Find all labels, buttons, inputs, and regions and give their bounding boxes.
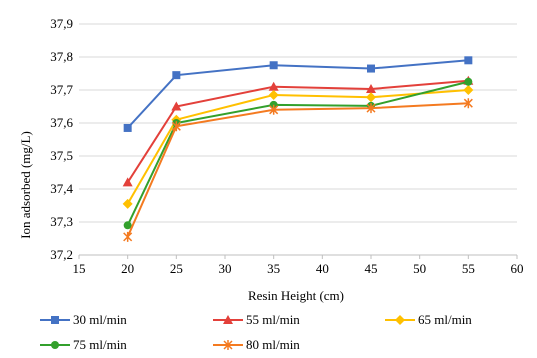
data-point: [366, 84, 376, 94]
series-0: [123, 56, 473, 132]
data-point: [122, 198, 133, 209]
legend-item: 30 ml/min: [40, 312, 127, 327]
data-point: [268, 81, 279, 91]
legend-marker: [51, 341, 59, 349]
x-tick-label: 40: [316, 261, 329, 276]
x-tick-label: 30: [219, 261, 232, 276]
y-axis-title: Ion adsorbed (mg/L): [18, 131, 33, 239]
y-tick-label: 37,3: [50, 214, 73, 229]
data-point: [464, 77, 473, 86]
legend-label: 30 ml/min: [73, 312, 127, 327]
y-tick-label: 37,4: [50, 181, 73, 196]
legend-item: 55 ml/min: [213, 312, 300, 327]
legend-label: 55 ml/min: [246, 312, 300, 327]
data-point: [366, 92, 376, 103]
x-tick-label: 45: [365, 261, 378, 276]
data-point: [463, 98, 473, 109]
y-tick-label: 37,5: [50, 148, 73, 163]
y-tick-label: 37,6: [50, 115, 73, 130]
x-tick-label: 55: [462, 261, 475, 276]
y-tick-label: 37,2: [50, 247, 73, 262]
series-1: [122, 75, 474, 187]
x-tick-label: 15: [73, 261, 86, 276]
data-point: [366, 103, 376, 114]
y-tick-label: 37,9: [50, 16, 73, 31]
data-point: [464, 56, 473, 65]
data-point: [123, 231, 133, 242]
series-4: [123, 98, 473, 242]
data-point: [123, 123, 132, 132]
legend-item: 80 ml/min: [213, 337, 300, 352]
series-layer: [122, 56, 474, 242]
series-line: [126, 80, 469, 226]
legend-label: 80 ml/min: [246, 337, 300, 352]
legend-marker: [223, 315, 233, 324]
data-point: [269, 104, 279, 115]
data-point: [123, 221, 132, 230]
data-point: [172, 71, 181, 80]
x-tick-label: 60: [511, 261, 524, 276]
legend-marker: [223, 340, 233, 350]
series-3: [123, 77, 473, 230]
x-axis-title: Resin Height (cm): [248, 288, 344, 303]
data-point: [171, 121, 181, 132]
data-point: [171, 101, 182, 111]
legend-item: 75 ml/min: [40, 337, 127, 352]
legend-marker: [395, 315, 405, 325]
y-tick-label: 37,8: [50, 49, 73, 64]
axis-layer: 37,2 37,3 37,4 37,5 37,6 37,7 37,8 37,9 15 20 25 30…: [50, 16, 523, 276]
data-point: [122, 177, 133, 187]
series-2: [122, 85, 474, 209]
grid-layer: [79, 23, 517, 256]
x-tick-label: 35: [267, 261, 280, 276]
data-point: [463, 85, 474, 95]
data-point: [269, 61, 278, 70]
legend-marker: [51, 316, 59, 324]
legend-label: 65 ml/min: [418, 312, 472, 327]
data-point: [268, 89, 279, 100]
x-tick-label: 50: [413, 261, 426, 276]
legend: 30 ml/min 55 ml/min 65 ml/min 75 ml/min 80 m…: [40, 312, 472, 352]
legend-label: 75 ml/min: [73, 337, 127, 352]
legend-item: 65 ml/min: [385, 312, 472, 327]
data-point: [367, 64, 375, 73]
x-tick-label: 25: [170, 261, 183, 276]
y-tick-label: 37,7: [50, 82, 73, 97]
x-tick-label: 20: [121, 261, 134, 276]
